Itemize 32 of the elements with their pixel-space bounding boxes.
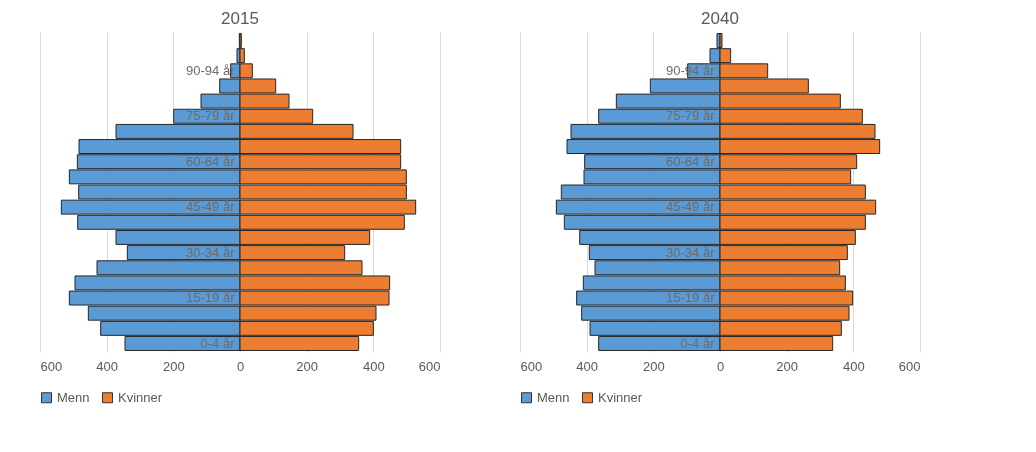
y-tick-label: 75-79 år xyxy=(186,108,236,124)
chart-title: 2040 xyxy=(701,9,739,28)
legend-label: Menn xyxy=(57,389,90,405)
y-tick-label: 0-4 år xyxy=(200,335,236,351)
x-tick-label: 400 xyxy=(576,358,599,374)
y-tick-label: 45-49 år xyxy=(666,199,716,215)
chart-title: 2015 xyxy=(221,9,259,28)
legend-label: Menn xyxy=(537,389,570,405)
y-tick-label: 30-34 år xyxy=(666,244,716,260)
x-tick-label: 600 xyxy=(40,358,63,374)
y-tick-label: 60-64 år xyxy=(186,153,236,169)
y-tick-label: 30-34 år xyxy=(186,244,236,260)
x-tick-label: 200 xyxy=(296,358,319,374)
y-tick-label: 75-79 år xyxy=(666,108,716,124)
y-tick-label: 45-49 år xyxy=(186,199,236,215)
legend-label: Kvinner xyxy=(118,389,163,405)
x-tick-label: 400 xyxy=(362,358,385,374)
x-tick-label: 200 xyxy=(642,358,665,374)
x-tick-label: 600 xyxy=(418,358,441,374)
x-tick-label: 200 xyxy=(162,358,185,374)
y-tick-label: 0-4 år xyxy=(680,335,716,351)
y-tick-label: 60-64 år xyxy=(666,153,716,169)
y-tick-label: 15-19 år xyxy=(666,290,716,306)
x-tick-label: 200 xyxy=(776,358,799,374)
x-tick-label: 0 xyxy=(716,358,725,374)
x-tick-label: 600 xyxy=(898,358,921,374)
x-tick-label: 400 xyxy=(842,358,865,374)
x-tick-label: 400 xyxy=(96,358,119,374)
x-tick-label: 600 xyxy=(520,358,543,374)
y-tick-label: 15-19 år xyxy=(186,290,236,306)
legend-label: Kvinner xyxy=(598,389,643,405)
x-tick-label: 0 xyxy=(236,358,245,374)
